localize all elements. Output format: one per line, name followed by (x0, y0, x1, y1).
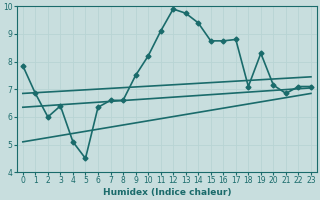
X-axis label: Humidex (Indice chaleur): Humidex (Indice chaleur) (103, 188, 231, 197)
